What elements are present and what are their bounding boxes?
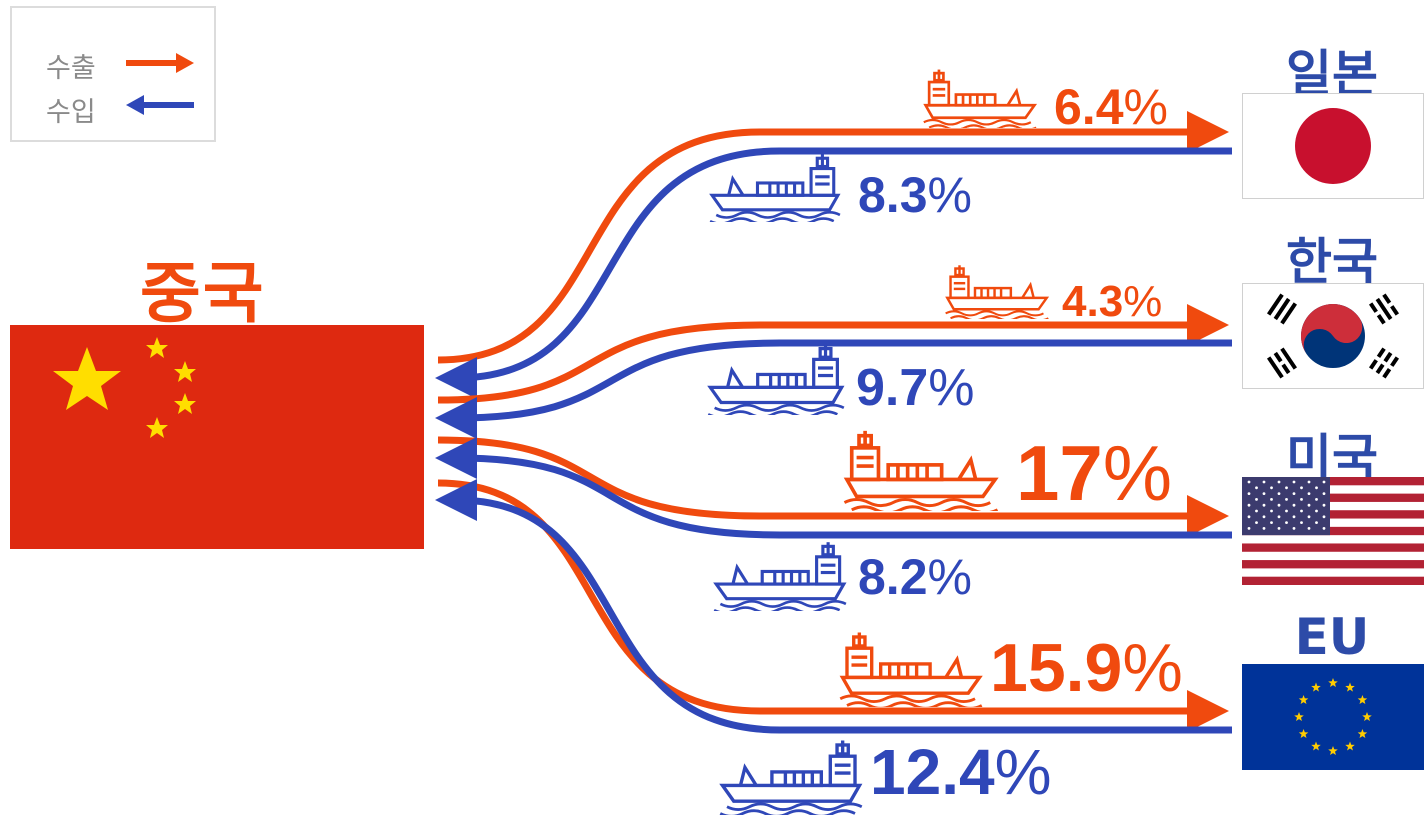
- export-flow-korea: [437, 304, 1229, 404]
- country-label-korea: 한국: [1286, 233, 1378, 291]
- japan-flag-icon: [1242, 93, 1424, 199]
- ship-icon: [843, 430, 999, 512]
- export-pct-eu: 15.9%: [990, 630, 1183, 706]
- legend-import-arrow-icon: [126, 95, 194, 115]
- ship-icon: [707, 344, 845, 416]
- import-pct-japan: 8.3%: [858, 167, 972, 223]
- export-flow-eu: [437, 479, 1229, 732]
- import-flow-eu: [435, 479, 1232, 734]
- legend: 수출 수입: [10, 6, 216, 142]
- import-flow-usa: [435, 437, 1232, 539]
- import-flow-japan: [435, 147, 1232, 399]
- legend-export-label: 수출: [46, 53, 96, 84]
- ship-icon: [709, 154, 841, 223]
- ship-icon: [719, 740, 863, 815]
- export-flow-japan: [437, 111, 1229, 364]
- korea-flag-icon: [1242, 283, 1424, 389]
- origin-label: 중국: [140, 255, 266, 332]
- import-pct-usa: 8.2%: [858, 549, 972, 605]
- export-pct-korea: 4.3%: [1062, 277, 1163, 326]
- ship-icon: [839, 632, 983, 707]
- export-pct-usa: 17%: [1016, 429, 1173, 517]
- legend-export-arrow-icon: [126, 53, 194, 73]
- ship-icon: [713, 542, 847, 612]
- import-flow-korea: [435, 339, 1232, 439]
- import-pct-eu: 12.4%: [870, 736, 1052, 808]
- export-pct-japan: 6.4%: [1054, 79, 1168, 135]
- import-pct-korea: 9.7%: [856, 359, 975, 417]
- eu-flag-icon: [1242, 664, 1424, 770]
- country-label-eu: EU: [1294, 608, 1370, 666]
- export-flow-usa: [437, 436, 1229, 537]
- china-flag-icon: [10, 325, 424, 549]
- legend-import-label: 수입: [46, 97, 96, 128]
- usa-flag-icon: [1242, 477, 1424, 585]
- ship-icon: [945, 265, 1050, 320]
- ship-icon: [923, 69, 1038, 129]
